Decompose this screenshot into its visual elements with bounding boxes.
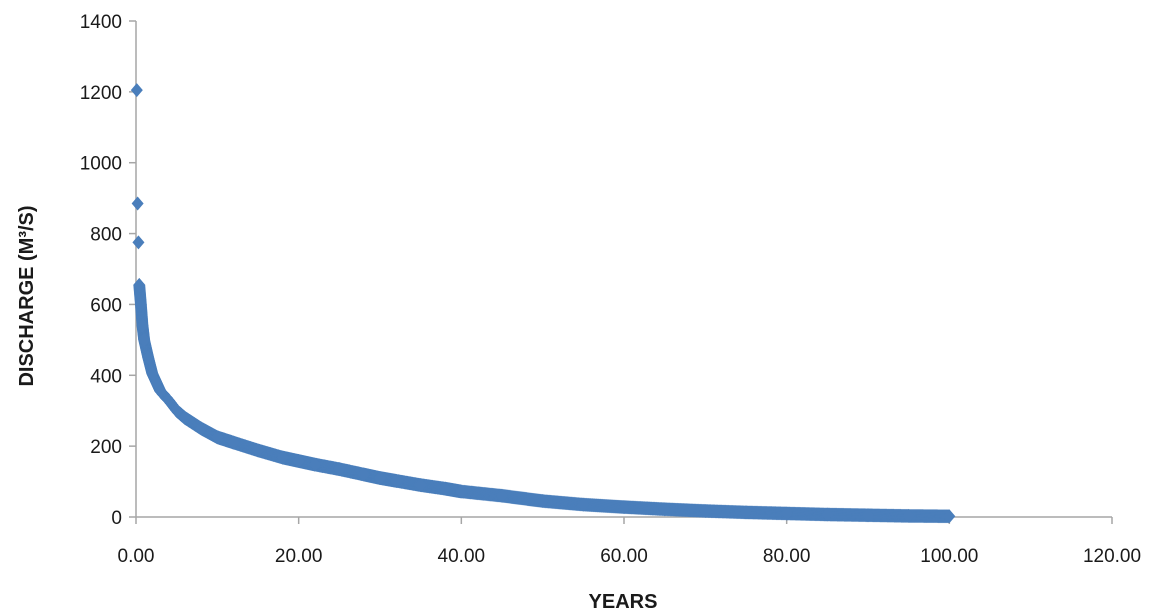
data-point	[439, 481, 452, 496]
y-tick-label: 800	[90, 225, 122, 246]
y-tick-label: 400	[90, 366, 122, 387]
data-point	[170, 403, 183, 418]
x-axis: 0.00 20.00 40.00 60.00 80.00 100.00 120.00	[118, 516, 1141, 567]
data-point	[227, 435, 240, 450]
data-point	[142, 350, 155, 365]
x-tick-label: 120.00	[1083, 546, 1141, 567]
data-point	[195, 421, 208, 436]
x-tick-label: 100.00	[920, 546, 978, 567]
data-point	[740, 505, 752, 520]
data-point	[496, 488, 508, 503]
data-point	[780, 506, 793, 521]
data-point	[276, 450, 289, 465]
y-tick-label: 1400	[80, 12, 122, 33]
data-point	[699, 503, 712, 518]
y-tick-label: 1200	[80, 83, 122, 104]
x-tick-label: 20.00	[275, 546, 323, 567]
data-point	[252, 443, 264, 458]
data-point	[211, 430, 224, 445]
data-point	[178, 410, 191, 425]
data-point	[130, 83, 143, 98]
data-point	[133, 277, 146, 292]
data-point	[333, 462, 346, 477]
data-point	[414, 478, 427, 493]
data-point	[134, 297, 147, 312]
data-point	[658, 502, 671, 517]
y-tick-label: 1000	[80, 154, 122, 175]
data-point	[357, 467, 370, 482]
x-tick-label: 60.00	[600, 546, 648, 567]
data-point	[390, 473, 403, 488]
data-point	[162, 393, 175, 408]
data-series	[130, 83, 956, 524]
x-tick-label: 0.00	[118, 546, 155, 567]
data-point	[943, 509, 956, 524]
data-point	[455, 484, 468, 499]
data-point	[154, 384, 167, 399]
x-tick-label: 40.00	[438, 546, 486, 567]
data-point	[138, 332, 151, 347]
series-band	[133, 277, 955, 524]
data-point	[136, 318, 149, 333]
data-point	[577, 497, 590, 512]
x-axis-title: YEARS	[589, 591, 658, 613]
y-tick-label: 0	[111, 508, 122, 529]
data-point	[902, 508, 915, 523]
data-point	[374, 471, 386, 486]
y-axis: 0 200 400 600 800 1000 1200 1400	[80, 12, 137, 529]
data-point	[132, 235, 145, 250]
data-point	[618, 500, 630, 515]
data-point	[821, 507, 834, 522]
data-point	[131, 196, 144, 211]
data-point	[862, 508, 874, 523]
x-tick-label: 80.00	[763, 546, 811, 567]
y-tick-label: 600	[90, 295, 122, 316]
data-point	[536, 494, 549, 509]
data-point	[308, 457, 321, 472]
y-tick-label: 200	[90, 437, 122, 458]
y-axis-title: DISCHARGE (M³/S)	[16, 205, 38, 386]
data-point	[292, 454, 305, 469]
